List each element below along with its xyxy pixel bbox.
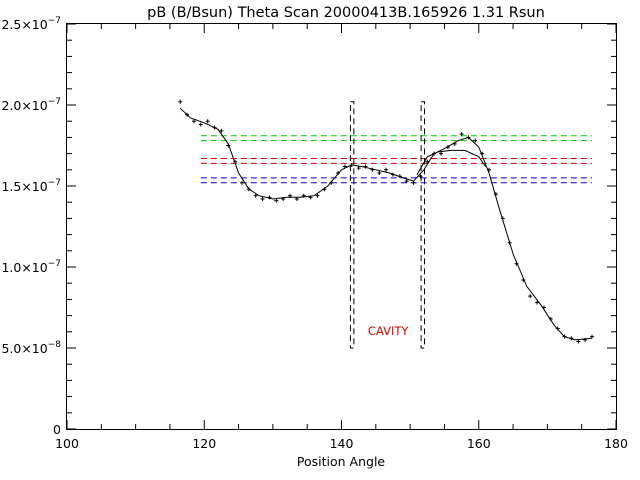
data-point-27: [363, 164, 368, 169]
curve-2: [416, 149, 487, 175]
data-point-8: [233, 159, 238, 164]
data-point-3: [198, 122, 203, 127]
data-point-44: [480, 151, 485, 156]
data-point-53: [541, 305, 546, 310]
data-point-47: [500, 216, 505, 221]
y-tick-label: 2.0×10−7: [1, 97, 61, 113]
y-tick-label: 1.5×10−7: [1, 178, 61, 194]
data-point-13: [267, 195, 272, 200]
data-point-25: [349, 162, 354, 167]
data-point-42: [466, 135, 471, 140]
x-tick-label: 120: [192, 436, 216, 451]
data-point-51: [528, 294, 533, 299]
chart-title: pB (B/Bsun) Theta Scan 20000413B.165926 …: [147, 5, 545, 21]
data-point-23: [336, 171, 341, 176]
data-point-60: [589, 334, 594, 339]
data-point-1: [185, 112, 190, 117]
cavity-boundary-box-1: [420, 101, 426, 349]
data-point-18: [301, 193, 306, 198]
data-point-12: [260, 196, 265, 201]
x-tick-label: 180: [604, 436, 628, 451]
data-point-20: [315, 193, 320, 198]
y-tick-exponent: −7: [48, 259, 61, 269]
annotation-cavity: CAVITY: [368, 324, 409, 338]
x-tick-label: 140: [330, 436, 354, 451]
data-point-14: [274, 198, 279, 203]
data-point-10: [246, 187, 251, 192]
data-point-9: [239, 180, 244, 185]
data-point-0: [178, 99, 183, 104]
data-point-46: [493, 192, 498, 197]
data-point-41: [459, 132, 464, 137]
smoothed-curves: [179, 107, 593, 341]
plot-area-frame: [66, 23, 617, 430]
data-point-50: [521, 277, 526, 282]
reference-lines: [200, 135, 592, 184]
data-point-7: [226, 143, 231, 148]
y-tick-label: 0: [53, 422, 61, 437]
data-point-5: [212, 125, 217, 130]
axis-ticks: [66, 23, 617, 430]
data-point-54: [548, 316, 553, 321]
data-point-15: [281, 196, 286, 201]
data-point-39: [445, 145, 450, 150]
data-point-34: [411, 180, 416, 185]
data-points: [178, 99, 594, 344]
data-point-2: [191, 119, 196, 124]
data-point-4: [205, 119, 210, 124]
data-point-6: [219, 128, 224, 133]
data-point-57: [569, 336, 574, 341]
data-point-49: [514, 261, 519, 266]
data-point-38: [439, 151, 444, 156]
data-point-26: [356, 166, 361, 171]
y-tick-exponent: −7: [48, 16, 61, 26]
data-point-56: [562, 334, 567, 339]
data-point-31: [390, 172, 395, 177]
y-tick-exponent: −7: [48, 97, 61, 107]
data-point-37: [432, 151, 437, 156]
data-point-21: [322, 187, 327, 192]
y-tick-label: 5.0×10−8: [1, 340, 61, 356]
x-tick-label: 100: [55, 436, 79, 451]
data-point-30: [384, 167, 389, 172]
data-point-16: [288, 193, 293, 198]
x-tick-label: 160: [467, 436, 491, 451]
data-point-29: [377, 171, 382, 176]
data-point-11: [253, 193, 258, 198]
data-point-55: [555, 326, 560, 331]
data-point-33: [404, 179, 409, 184]
data-point-17: [294, 196, 299, 201]
cavity-boundary-boxes: [349, 101, 426, 349]
data-point-28: [370, 167, 375, 172]
data-point-22: [329, 180, 334, 185]
y-tick-label: 1.0×10−7: [1, 259, 61, 275]
cavity-boundary-box-0: [349, 101, 355, 349]
data-point-35: [418, 174, 423, 179]
data-point-59: [583, 337, 588, 342]
data-point-45: [487, 167, 492, 172]
y-tick-label: 2.5×10−7: [1, 16, 61, 32]
data-point-52: [535, 300, 540, 305]
data-point-58: [576, 339, 581, 344]
data-point-36: [425, 159, 430, 164]
annotations: CAVITY: [368, 324, 409, 338]
data-point-43: [473, 138, 478, 143]
data-point-19: [308, 195, 313, 200]
y-tick-exponent: −8: [48, 340, 62, 350]
x-axis-label: Position Angle: [297, 454, 386, 469]
data-point-48: [507, 240, 512, 245]
y-axis-tick-labels: 0 5.0×10−8 1.0×10−7 1.5×10−7 2.0×10−7 2.5×10−…: [1, 16, 61, 437]
x-axis-tick-labels: 100 120 140 160 180: [55, 436, 628, 451]
data-point-24: [342, 164, 347, 169]
y-tick-exponent: −7: [48, 178, 61, 188]
curve-1: [179, 107, 593, 341]
data-point-40: [452, 141, 457, 146]
data-point-32: [397, 174, 402, 179]
